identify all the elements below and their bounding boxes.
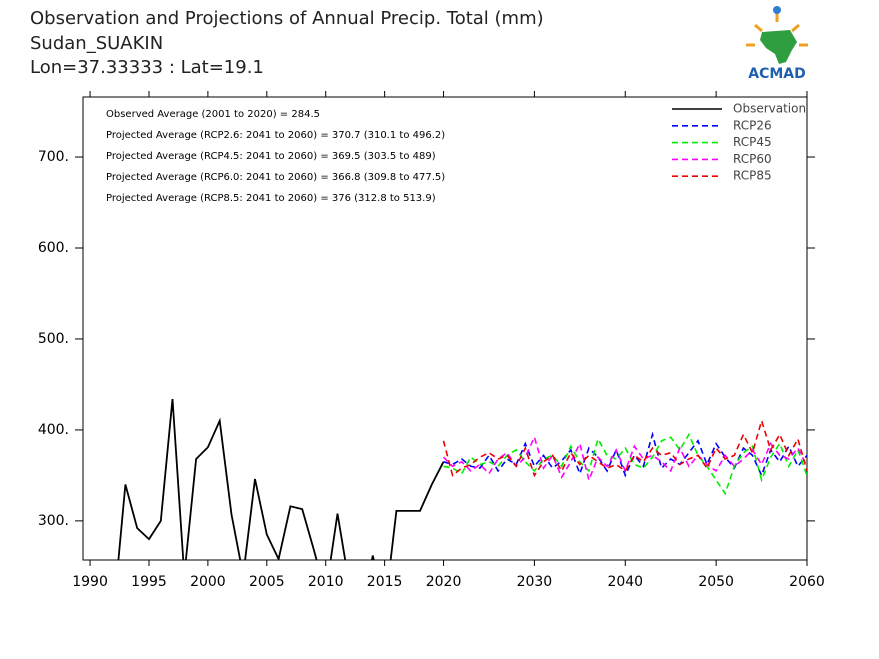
annotation: Projected Average (RCP6.0: 2041 to 2060)… <box>106 172 445 183</box>
x-tick-label: 2030 <box>517 574 553 590</box>
x-tick-label: 2015 <box>367 574 403 590</box>
title-line: Lon=37.33333 : Lat=19.1 <box>30 57 264 78</box>
x-tick-label: 2060 <box>789 574 825 590</box>
title-line: Sudan_SUAKIN <box>30 33 163 54</box>
plot-frame <box>82 96 808 561</box>
title-line: Observation and Projections of Annual Pr… <box>30 8 544 29</box>
x-tick-label: 2005 <box>249 574 285 590</box>
plot-area <box>117 398 807 560</box>
series-line <box>443 431 807 478</box>
legend-label: RCP85 <box>733 169 772 183</box>
legend-label: RCP60 <box>733 152 772 166</box>
y-tick-label: 600. <box>38 240 69 256</box>
series-line <box>442 418 807 478</box>
legend-label: RCP45 <box>733 135 772 149</box>
y-tick-label: 400. <box>38 422 69 438</box>
x-tick-label: 1995 <box>131 574 167 590</box>
annotation: Projected Average (RCP2.6: 2041 to 2060)… <box>106 130 445 141</box>
x-tick-label: 2020 <box>426 574 462 590</box>
logo: ACMAD <box>746 6 808 82</box>
annotation: Projected Average (RCP4.5: 2041 to 2060)… <box>106 151 436 162</box>
x-tick-label: 2050 <box>698 574 734 590</box>
annotation: Projected Average (RCP8.5: 2041 to 2060)… <box>106 193 436 204</box>
x-tick-label: 2040 <box>607 574 643 590</box>
y-tick-label: 700. <box>38 149 69 165</box>
series-line <box>117 398 445 560</box>
y-tick-label: 300. <box>38 513 69 529</box>
x-tick-label: 2000 <box>190 574 226 590</box>
x-tick-label: 1990 <box>72 574 108 590</box>
annotation: Observed Average (2001 to 2020) = 284.5 <box>106 109 320 120</box>
legend-label: RCP26 <box>733 118 772 132</box>
y-tick-label: 500. <box>38 331 69 347</box>
x-tick-label: 2010 <box>308 574 344 590</box>
series-line <box>442 434 807 483</box>
series-line <box>443 432 807 496</box>
logo-text: ACMAD <box>748 66 806 82</box>
legend-label: Observation <box>733 102 806 116</box>
